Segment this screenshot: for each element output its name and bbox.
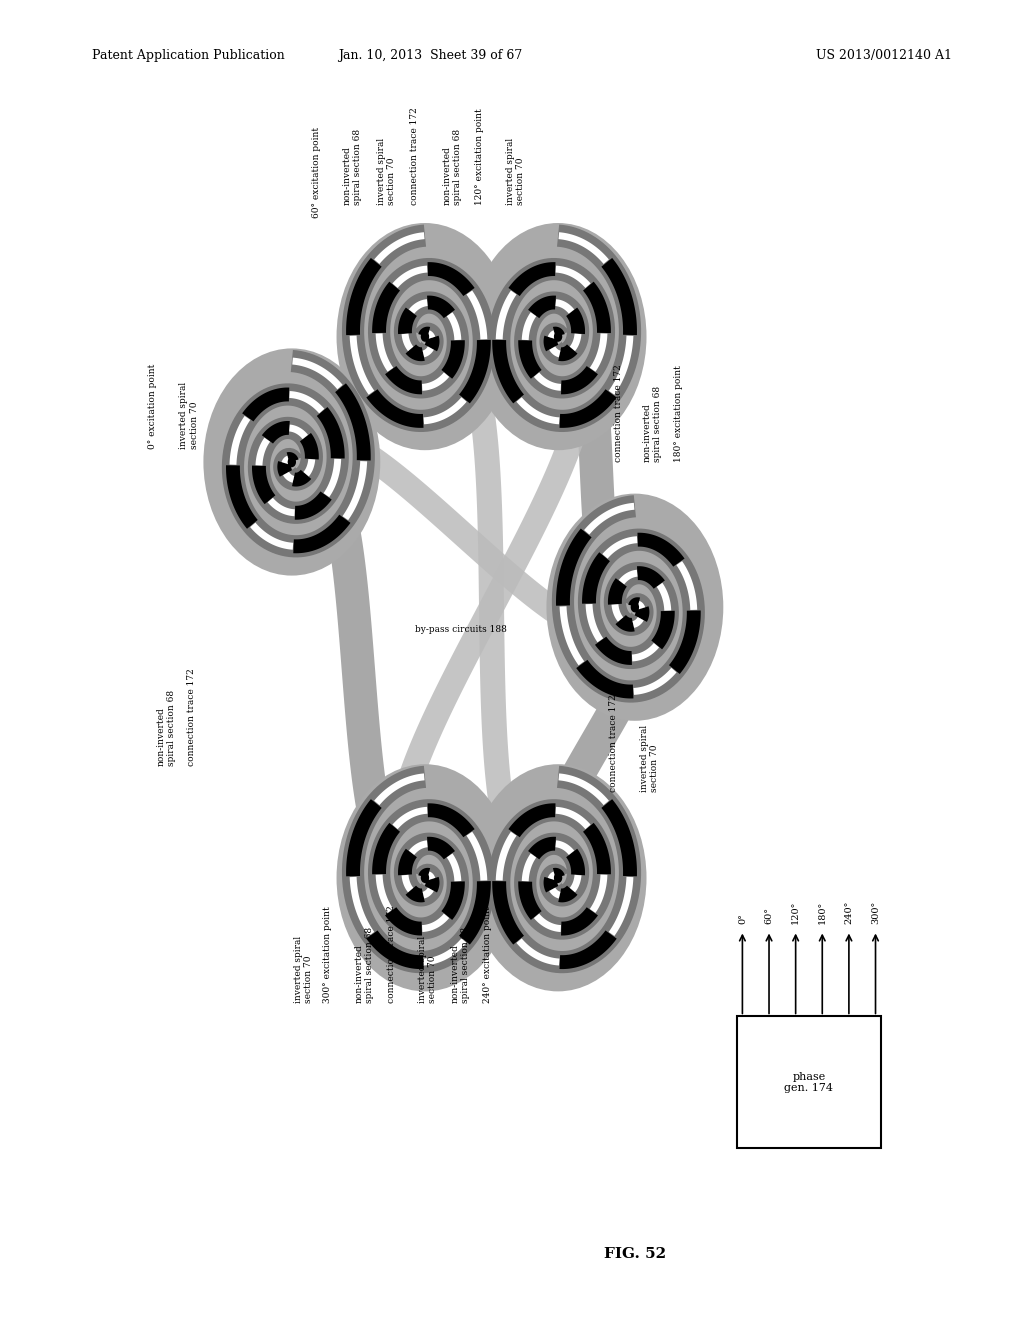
Text: non-inverted
spiral section 68: non-inverted spiral section 68 — [157, 689, 176, 766]
Circle shape — [338, 766, 512, 990]
Text: 60° excitation point: 60° excitation point — [312, 127, 322, 218]
Text: connection trace 172: connection trace 172 — [614, 364, 624, 462]
Circle shape — [632, 603, 638, 611]
Text: non-inverted
spiral section 68: non-inverted spiral section 68 — [442, 128, 462, 205]
Circle shape — [548, 495, 722, 719]
Text: phase
gen. 174: phase gen. 174 — [784, 1072, 834, 1093]
Text: connection trace 172: connection trace 172 — [187, 668, 197, 766]
Circle shape — [338, 224, 512, 449]
Circle shape — [555, 333, 561, 341]
Text: inverted spiral
section 70: inverted spiral section 70 — [506, 137, 525, 205]
Text: 180°: 180° — [818, 900, 826, 924]
Text: non-inverted
spiral section 68: non-inverted spiral section 68 — [354, 927, 374, 1003]
Text: FIG. 52: FIG. 52 — [604, 1246, 666, 1261]
Text: inverted spiral
section 70: inverted spiral section 70 — [640, 725, 659, 792]
Text: Jan. 10, 2013  Sheet 39 of 67: Jan. 10, 2013 Sheet 39 of 67 — [338, 49, 522, 62]
Text: non-inverted
spiral section 68: non-inverted spiral section 68 — [451, 927, 470, 1003]
Circle shape — [471, 766, 645, 990]
Circle shape — [205, 350, 379, 574]
Text: 120°: 120° — [792, 900, 800, 924]
Text: connection trace 172: connection trace 172 — [410, 107, 419, 205]
Text: 240° excitation point: 240° excitation point — [483, 907, 493, 1003]
Bar — [737, 1016, 881, 1148]
Text: Patent Application Publication: Patent Application Publication — [92, 49, 285, 62]
Text: inverted spiral
section 70: inverted spiral section 70 — [377, 137, 396, 205]
Text: 300° excitation point: 300° excitation point — [323, 907, 332, 1003]
Text: connection trace 172: connection trace 172 — [609, 694, 618, 792]
Circle shape — [555, 874, 561, 882]
Text: inverted spiral
section 70: inverted spiral section 70 — [179, 381, 199, 449]
Circle shape — [422, 874, 428, 882]
Text: US 2013/0012140 A1: US 2013/0012140 A1 — [816, 49, 952, 62]
Text: 180° excitation point: 180° excitation point — [674, 366, 683, 462]
Text: 0°: 0° — [738, 913, 746, 924]
Text: 120° excitation point: 120° excitation point — [475, 108, 484, 205]
Text: non-inverted
spiral section 68: non-inverted spiral section 68 — [343, 128, 362, 205]
Text: 0° excitation point: 0° excitation point — [148, 363, 158, 449]
Text: inverted spiral
section 70: inverted spiral section 70 — [294, 936, 313, 1003]
Text: non-inverted
spiral section 68: non-inverted spiral section 68 — [643, 385, 663, 462]
Text: 300°: 300° — [871, 900, 880, 924]
Circle shape — [471, 224, 645, 449]
Text: inverted spiral
section 70: inverted spiral section 70 — [418, 936, 437, 1003]
Text: 240°: 240° — [845, 900, 853, 924]
Text: by-pass circuits 188: by-pass circuits 188 — [415, 624, 507, 634]
Circle shape — [422, 333, 428, 341]
Text: connection trace 172: connection trace 172 — [387, 906, 396, 1003]
Text: 60°: 60° — [765, 907, 773, 924]
Circle shape — [289, 458, 295, 466]
